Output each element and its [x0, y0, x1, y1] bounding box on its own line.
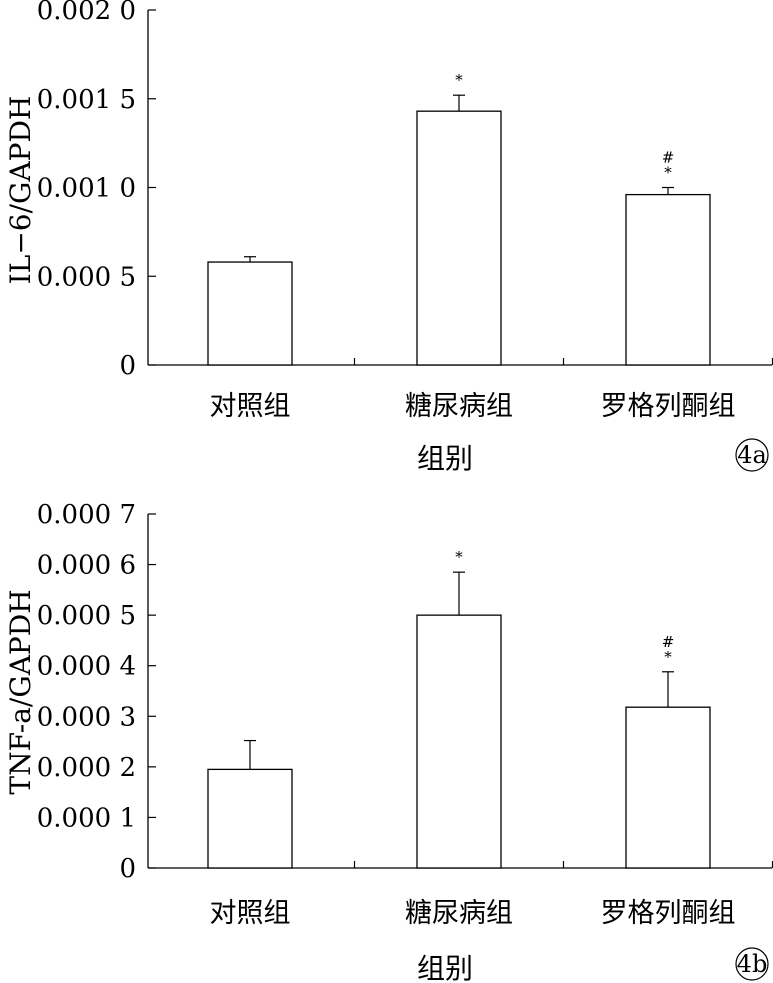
- category-label: 对照组: [210, 391, 291, 422]
- bar: [625, 193, 711, 366]
- bar: [416, 110, 502, 366]
- chart-panel-4b: 0 0.000 1 0.000 2 0.000 3 0.000 4 0.000 5 0.00…: [4, 500, 773, 983]
- category-label: 罗格列酮组: [601, 391, 736, 422]
- x-axis-label: 组别: [417, 442, 473, 475]
- significance-mark: #: [662, 149, 675, 167]
- panel-label-circle: [735, 947, 769, 981]
- bar: [416, 614, 502, 869]
- y-tick-label: 0.000 6: [37, 551, 136, 581]
- y-axis-label: IL−6/GAPDH: [4, 96, 37, 285]
- category-label: 糖尿病组: [405, 391, 513, 422]
- y-tick-label: 0.000 4: [37, 652, 136, 682]
- y-tick-label: 0.001 5: [37, 85, 136, 115]
- significance-mark: *: [664, 648, 672, 666]
- bar: [207, 261, 293, 366]
- significance-mark: *: [455, 548, 463, 566]
- x-axis-label: 组别: [417, 952, 473, 983]
- significance-mark: *: [664, 164, 672, 182]
- significance-mark: #: [662, 633, 675, 651]
- significance-mark: *: [455, 71, 463, 89]
- y-tick-label: 0: [119, 351, 136, 381]
- y-tick-label: 0.000 7: [37, 500, 136, 530]
- chart-panel-4a: 00.000 50.001 00.001 50.002 0对照组*糖尿病组*#罗…: [4, 0, 773, 475]
- y-tick-label: 0: [119, 854, 136, 884]
- y-axis-label: TNF-a/GAPDH: [4, 589, 37, 794]
- y-tick-label: 0.001 0: [37, 174, 136, 204]
- category-label: 糖尿病组: [405, 898, 513, 929]
- y-tick-label: 0.000 1: [37, 803, 136, 833]
- bar: [207, 768, 293, 869]
- y-tick-label: 0.000 5: [37, 262, 136, 292]
- category-label: 罗格列酮组: [601, 898, 736, 929]
- category-label: 对照组: [210, 898, 291, 929]
- y-tick-label: 0.000 5: [37, 601, 136, 631]
- y-tick-label: 0.000 2: [37, 753, 136, 783]
- panel-label: 4a: [737, 441, 767, 469]
- bar: [625, 706, 711, 869]
- y-tick-label: 0.000 3: [37, 702, 136, 732]
- panel-label-circle: [735, 438, 769, 472]
- panel-label: 4b: [737, 950, 768, 978]
- y-tick-label: 0.002 0: [37, 0, 136, 26]
